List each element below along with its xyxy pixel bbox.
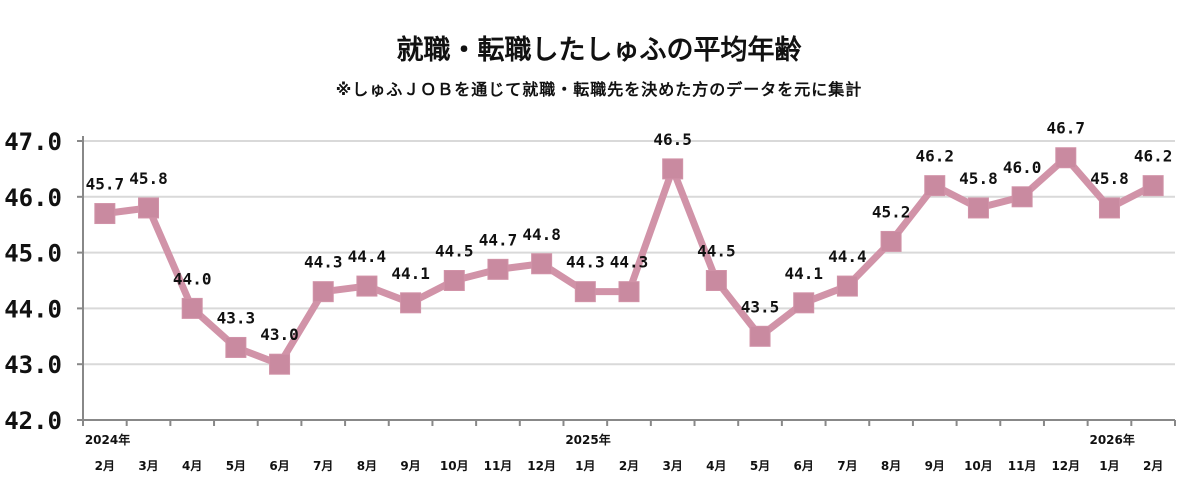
data-point [924, 175, 946, 197]
x-tick-label: 10月 [440, 459, 469, 473]
x-tick-label: 3月 [663, 459, 683, 473]
x-tick-label: 5月 [226, 459, 246, 473]
chart-subtitle: ※しゅふＪＯＢを通じて就職・転職先を決めた方のデータを元に集計 [335, 80, 863, 99]
data-label: 44.3 [566, 253, 605, 272]
data-label: 44.3 [610, 253, 649, 272]
y-tick-label: 47.0 [4, 128, 62, 156]
x-tick-label: 7月 [837, 459, 857, 473]
x-tick-label: 2月 [95, 459, 115, 473]
data-point [793, 292, 815, 314]
data-label: 44.3 [304, 253, 343, 272]
chart-title: 就職・転職したしゅふの平均年齢 [396, 35, 802, 66]
data-label: 44.4 [828, 247, 867, 266]
data-label: 44.1 [391, 264, 430, 283]
year-label: 2025年 [565, 432, 610, 447]
y-tick-label: 44.0 [4, 295, 62, 323]
x-tick-label: 8月 [357, 459, 377, 473]
data-point [574, 281, 596, 303]
x-tick-label: 11月 [1008, 459, 1037, 473]
x-tick-label: 4月 [182, 459, 202, 473]
data-label: 45.8 [959, 169, 998, 188]
x-tick-label: 9月 [400, 459, 420, 473]
y-tick-label: 45.0 [4, 240, 62, 268]
data-point [269, 353, 291, 375]
data-label: 45.8 [1090, 169, 1129, 188]
data-point [662, 158, 684, 180]
year-label: 2024年 [85, 432, 130, 447]
data-label: 46.7 [1047, 119, 1086, 138]
data-point [443, 270, 465, 291]
data-label: 44.1 [784, 264, 823, 283]
data-label: 45.8 [129, 169, 168, 188]
data-label: 44.7 [479, 230, 518, 249]
data-label: 44.5 [697, 242, 736, 261]
x-tick-label: 7月 [313, 459, 333, 473]
x-tick-label: 8月 [881, 459, 901, 473]
x-tick-label: 12月 [527, 459, 556, 473]
data-label: 46.2 [1134, 147, 1173, 166]
data-point [749, 325, 771, 347]
data-label: 46.2 [915, 147, 954, 166]
data-label: 44.4 [348, 247, 387, 266]
data-label: 43.5 [741, 297, 780, 316]
data-label: 44.0 [173, 269, 212, 288]
data-point [1098, 197, 1120, 219]
data-label: 44.8 [522, 225, 561, 244]
x-tick-label: 10月 [964, 459, 993, 473]
data-point [531, 253, 553, 275]
x-tick-label: 4月 [706, 459, 726, 473]
x-tick-label: 6月 [794, 459, 814, 473]
year-label: 2026年 [1089, 432, 1134, 447]
data-point [836, 275, 858, 297]
x-tick-label: 1月 [1099, 459, 1119, 473]
data-point [487, 258, 509, 280]
data-point [94, 203, 116, 225]
data-point [181, 297, 203, 319]
data-point [1142, 175, 1164, 197]
data-point [1011, 186, 1033, 208]
x-tick-label: 3月 [138, 459, 158, 473]
data-point [618, 281, 640, 303]
data-point [225, 336, 247, 358]
data-label: 46.5 [653, 130, 692, 149]
data-point [312, 281, 334, 303]
x-tick-label: 9月 [925, 459, 945, 473]
x-tick-label: 2月 [1143, 459, 1163, 473]
x-tick-label: 12月 [1051, 459, 1080, 473]
x-tick-label: 6月 [269, 459, 289, 473]
data-point [356, 275, 378, 297]
data-label: 45.2 [872, 202, 911, 221]
y-tick-label: 42.0 [4, 407, 62, 435]
data-point [138, 197, 160, 219]
data-label: 46.0 [1003, 158, 1042, 177]
data-point [705, 270, 727, 291]
data-point [400, 292, 422, 314]
x-tick-label: 11月 [484, 459, 513, 473]
data-point [967, 197, 989, 219]
data-label: 45.7 [86, 175, 125, 194]
x-tick-label: 2月 [619, 459, 639, 473]
data-label: 43.0 [260, 325, 299, 344]
y-tick-label: 43.0 [4, 351, 62, 379]
data-label: 43.3 [217, 308, 256, 327]
x-tick-label: 1月 [575, 459, 595, 473]
y-tick-label: 46.0 [4, 184, 62, 212]
data-point [880, 230, 902, 252]
x-tick-label: 5月 [750, 459, 770, 473]
data-point [1055, 147, 1077, 169]
data-label: 44.5 [435, 242, 474, 261]
